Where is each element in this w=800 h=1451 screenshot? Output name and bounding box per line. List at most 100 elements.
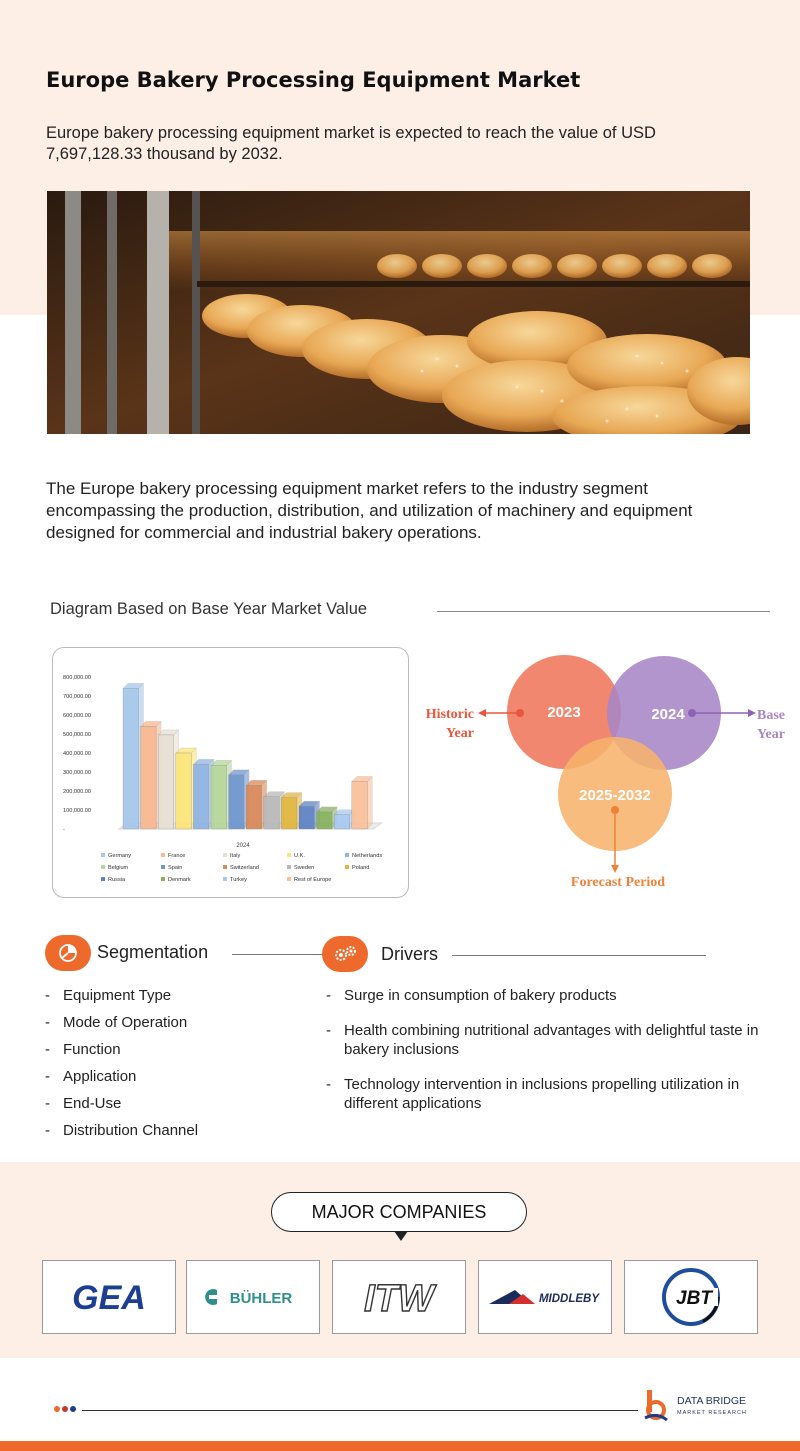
buhler-logo: BÜHLER [186,1260,320,1334]
chart-bar [210,759,232,830]
legend-entry: Turkey [223,877,247,883]
svg-text:GEA: GEA [72,1279,146,1317]
bar-chart: 800,000.00 700,000.00 600,000.00 500,000.00… [63,675,383,883]
legend-entry: Russia [101,877,126,883]
legend-label: Italy [230,853,240,859]
chart-bar [228,769,250,830]
legend-entry: Sweden [287,865,314,871]
market-value-chart: 800,000.00 700,000.00 600,000.00 500,000.00… [52,647,409,898]
forecast-label: Forecast Period [571,875,665,890]
page-title: Europe Bakery Processing Equipment Marke… [46,68,581,92]
major-companies-title: MAJOR COMPANIES [271,1192,527,1232]
svg-text:BÜHLER: BÜHLER [230,1290,293,1307]
base-label-line1: Base [757,708,785,723]
legend-entry: Italy [223,853,240,859]
y-tick-label: 500,000.00 [63,732,91,738]
y-tick-label: 100,000.00 [63,808,91,814]
historic-year-value: 2023 [547,704,580,721]
chart-bar [316,806,338,830]
historic-label-line2: Year [446,726,474,741]
legend-entry: Spain [161,865,182,871]
svg-text:JBT: JBT [676,1288,713,1309]
legend-label: Russia [108,877,126,883]
market-description: The Europe bakery processing equipment m… [46,479,693,542]
svg-text:MIDDLEBY: MIDDLEBY [539,1293,600,1305]
y-tick-label: 800,000.00 [63,675,91,681]
itw-logo: ITW [332,1260,466,1334]
legend-entry: U.K. [287,853,305,859]
forecast-value: 2025-2032 [579,787,651,804]
drivers-divider [452,955,706,956]
chart-bar [263,791,285,830]
footer-dot [62,1406,68,1412]
list-item: Application [45,1067,305,1094]
svg-text:MARKET RESEARCH: MARKET RESEARCH [677,1410,747,1416]
list-item: Mode of Operation [45,1013,305,1040]
jbt-logo: JBT [624,1260,758,1334]
segmentation-list: Equipment Type Mode of Operation Functio… [45,986,305,1148]
chart-bar [122,683,144,830]
legend-label: Belgium [108,865,129,871]
segmentation-divider [232,954,332,955]
footer-divider [82,1410,638,1411]
legend-label: Turkey [230,877,247,883]
chart-x-label: 2024 [236,843,250,849]
legend-entry: Denmark [161,877,191,883]
legend-label: Denmark [168,877,191,883]
list-item: Health combining nutritional advantages … [326,1021,774,1059]
y-tick-label: 300,000.00 [63,770,91,776]
list-item: Equipment Type [45,986,305,1013]
footer-dot [70,1406,76,1412]
svg-text:DATA BRIDGE: DATA BRIDGE [677,1395,746,1407]
legend-entry: Rest of Europe [287,877,331,883]
list-item: Surge in consumption of bakery products [326,986,774,1005]
timeline-venn: 2023 2024 2025-2032 Historic Year Base Y… [410,645,800,900]
list-item: Distribution Channel [45,1121,305,1148]
legend-entry: Netherlands [345,853,382,859]
chart-bar [140,721,162,830]
legend-label: Rest of Europe [294,877,331,883]
chart-bar [333,809,356,830]
chart-bar [193,759,215,830]
chart-bar [281,792,303,830]
legend-entry: Belgium [101,865,129,871]
legend-label: Switzerland [230,865,259,871]
legend-label: Poland [352,865,369,871]
legend-label: Germany [108,853,131,859]
legend-label: U.K. [294,853,305,859]
base-label-line2: Year [757,727,785,742]
legend-label: Spain [168,865,182,871]
y-tick-label: 600,000.00 [63,713,91,719]
footer-dot [54,1406,60,1412]
list-item: Technology intervention in inclusions pr… [326,1075,774,1113]
legend-label: Netherlands [352,853,382,859]
list-item: Function [45,1040,305,1067]
y-tick-label: 200,000.00 [63,789,91,795]
diagram-divider [437,611,770,612]
legend-entry: Switzerland [223,865,259,871]
base-year-value: 2024 [651,706,685,723]
legend-entry: Germany [101,853,131,859]
historic-year-circle [507,655,621,769]
historic-label-line1: Historic [426,707,474,722]
intro-text: Europe bakery processing equipment marke… [46,124,656,163]
chart-bar [351,776,373,830]
svg-text:ITW: ITW [364,1278,437,1319]
legend-entry: France [161,853,185,859]
forecast-circle [558,737,672,851]
chart-bar [298,800,320,830]
y-tick-label: 400,000.00 [63,751,91,757]
y-tick-label: - [63,827,65,833]
middleby-logo: MIDDLEBY [478,1260,612,1334]
y-tick-label: 700,000.00 [63,694,91,700]
pie-chart-icon [45,935,91,971]
bottom-accent-bar [0,1441,800,1451]
drivers-title: Drivers [381,944,438,964]
segmentation-title: Segmentation [97,942,209,962]
diagram-heading: Diagram Based on Base Year Market Value [50,600,368,618]
legend-label: Sweden [294,865,314,871]
list-item: End-Use [45,1094,305,1121]
pointer-icon [394,1231,408,1241]
gears-icon [322,936,368,972]
chart-bar [157,729,180,830]
